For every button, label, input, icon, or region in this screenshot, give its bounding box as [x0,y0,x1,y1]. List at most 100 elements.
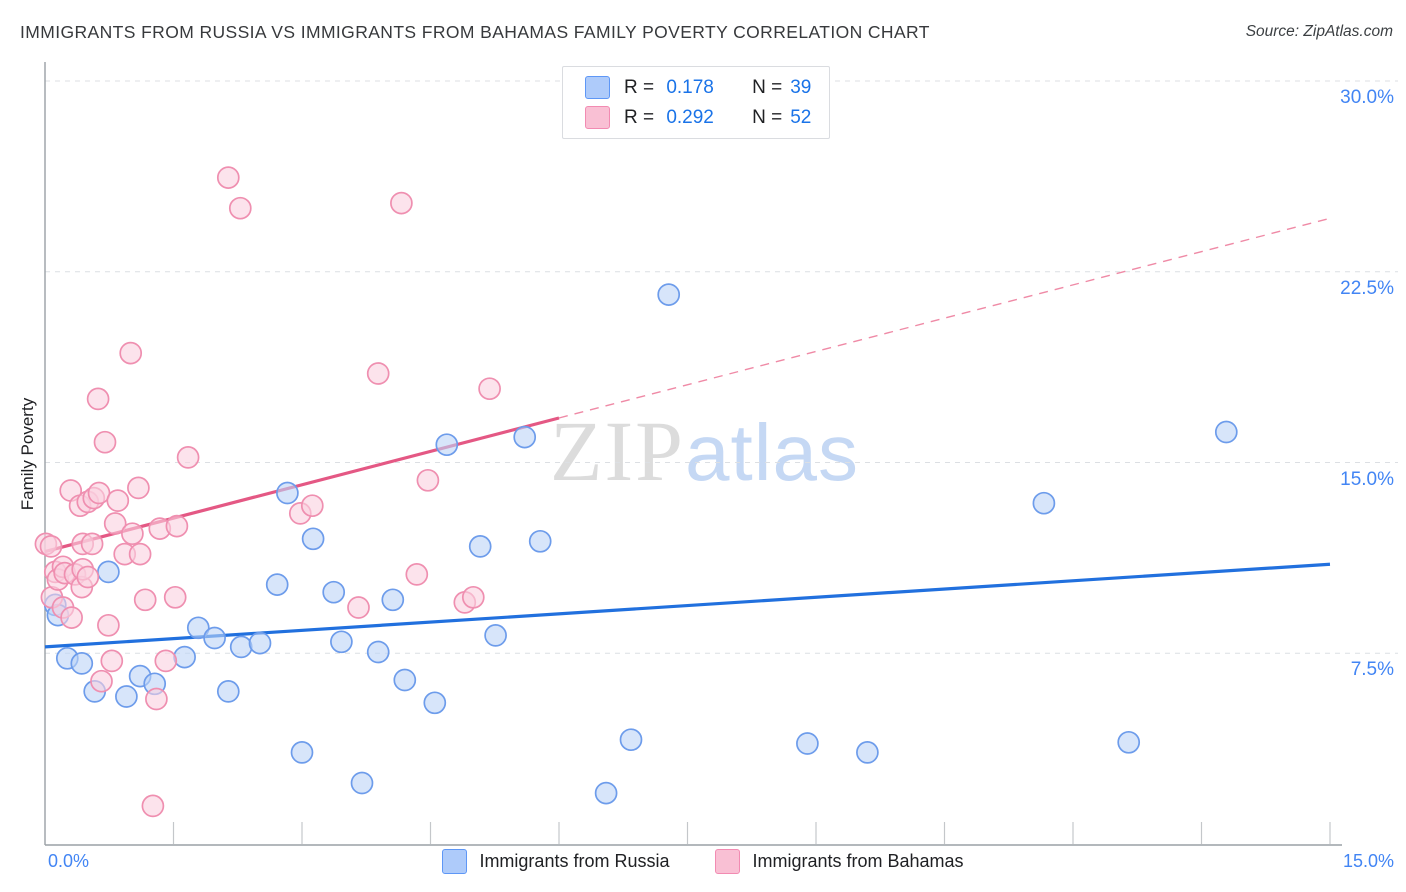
correlation-legend-row: R = 0.178 N = 39 [585,76,811,99]
data-point [93,430,117,454]
data-point [856,741,879,764]
series-legend-label: Immigrants from Bahamas [752,851,964,871]
data-point [290,741,314,764]
y-tick-label: 15.0% [1340,468,1394,490]
data-point [100,649,124,673]
r-value: 0.292 [666,106,714,128]
r-value: 0.178 [666,76,714,98]
r-label: R = [624,76,655,98]
watermark-zip: ZIP [550,403,685,499]
data-point [70,652,94,675]
data-point [228,196,252,220]
y-axis-title: Family Poverty [18,397,37,511]
data-point [461,585,485,609]
data-point [186,616,210,640]
data-point [423,691,447,715]
data-point [203,626,226,650]
legend-swatch [585,106,610,129]
data-point [484,624,507,647]
data-point [248,631,272,655]
data-point [87,481,111,505]
n-label: N = [752,106,783,128]
data-point [330,630,353,654]
data-point [381,588,405,612]
y-tick-label: 22.5% [1340,277,1394,299]
data-point [1117,730,1141,754]
data-point [276,481,299,505]
r-label: R = [624,106,655,128]
data-point [1032,491,1056,515]
data-point [115,685,138,708]
data-point [216,680,240,703]
data-point [528,529,552,553]
data-point [322,580,346,604]
series-legend-item: Immigrants from Russia [442,849,669,874]
data-point [97,560,120,584]
data-point [128,542,152,566]
data-point [97,613,120,637]
source-text: Source: ZipAtlas.com [1245,23,1393,40]
y-tick-label: 30.0% [1340,87,1394,108]
data-point [145,687,168,711]
data-point [347,596,370,619]
data-point [119,341,143,365]
watermark-atlas: atlas [685,408,859,497]
series-legend-item: Immigrants from Bahamas [715,849,964,874]
data-point [86,387,110,411]
x-axis-min-label: 0.0% [48,851,90,871]
data-point [127,476,150,500]
data-point [80,532,104,556]
data-point [390,191,413,215]
legend-swatch [585,76,610,99]
data-point [366,362,390,385]
trend-line-dashed [558,217,1331,419]
data-point [1214,420,1238,444]
data-point [796,732,819,755]
data-point [350,771,374,795]
data-point [106,489,130,512]
data-point [163,585,187,609]
watermark: ZIPatlas [550,408,859,494]
data-point [76,565,100,589]
series-legend-label: Immigrants from Russia [479,851,670,871]
data-point [60,606,83,629]
y-tick-label: 7.5% [1350,659,1394,681]
data-point [173,645,196,669]
correlation-legend-row: R = 0.292 N = 52 [585,106,811,129]
data-point [393,668,417,692]
data-point [513,425,537,449]
n-value: 39 [790,76,812,98]
data-point [103,512,127,535]
data-point [416,468,440,492]
data-point [121,522,144,546]
data-point [468,535,492,558]
n-value: 52 [790,106,812,128]
data-point [176,446,200,469]
data-point [657,283,681,306]
data-point [39,535,63,558]
series-legend: Immigrants from Russia Immigrants from Ba… [0,849,1406,874]
data-point [405,563,429,586]
data-point [301,527,325,551]
n-label: N = [752,76,783,98]
data-point [216,166,240,189]
data-point [229,635,253,659]
data-point [90,669,113,693]
legend-swatch [715,849,741,874]
data-point [165,514,189,538]
data-point [366,640,390,664]
trend-line [44,562,1331,649]
x-axis-max-label: 15.0% [1342,851,1394,871]
data-point [435,433,459,457]
data-point [619,728,643,752]
data-point [154,649,178,673]
correlation-legend: R = 0.178 N = 39 R = 0.292 N = 52 [562,66,831,139]
data-point [133,588,157,612]
data-point [478,377,501,401]
data-point [141,794,165,818]
data-point [594,781,618,805]
legend-swatch [442,849,468,874]
data-point [300,494,324,518]
chart-title: IMMIGRANTS FROM RUSSIA VS IMMIGRANTS FRO… [20,22,930,42]
